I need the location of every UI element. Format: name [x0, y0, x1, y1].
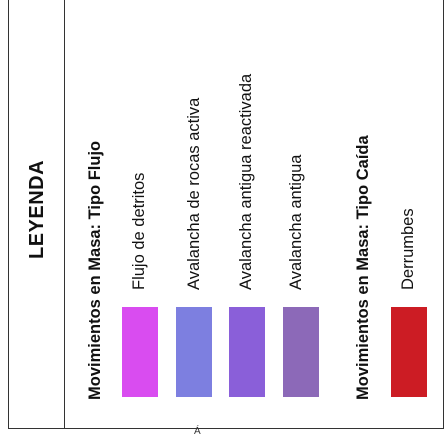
legend-item-label: Avalancha de rocas activa: [185, 97, 203, 290]
legend-item-label: Avalancha antigua: [287, 154, 305, 290]
legend-swatch-avalancha-antigua: [283, 307, 319, 397]
legend-item-label: Avalancha antigua reactivada: [237, 73, 255, 290]
section-heading-flujo: Movimientos en Masa: Tipo Flujo: [86, 140, 104, 400]
cropped-text-fragment: Á: [194, 426, 201, 437]
legend-swatch-avalancha-antigua-reactivada: [229, 307, 265, 397]
legend-item-label: Flujo de detritos: [130, 172, 148, 290]
legend-title: LEYENDA: [26, 159, 48, 259]
section-heading-caida: Movimientos en Masa: Tipo Caída: [354, 135, 372, 400]
legend-divider: [64, 0, 65, 429]
legend-item-label: Derrumbes: [399, 208, 417, 290]
legend-swatch-avalancha-rocas-activa: [176, 307, 212, 397]
legend-swatch-derrumbes: [391, 307, 427, 397]
legend-panel: [8, 0, 444, 429]
legend-swatch-flujo-detritos: [122, 307, 158, 397]
